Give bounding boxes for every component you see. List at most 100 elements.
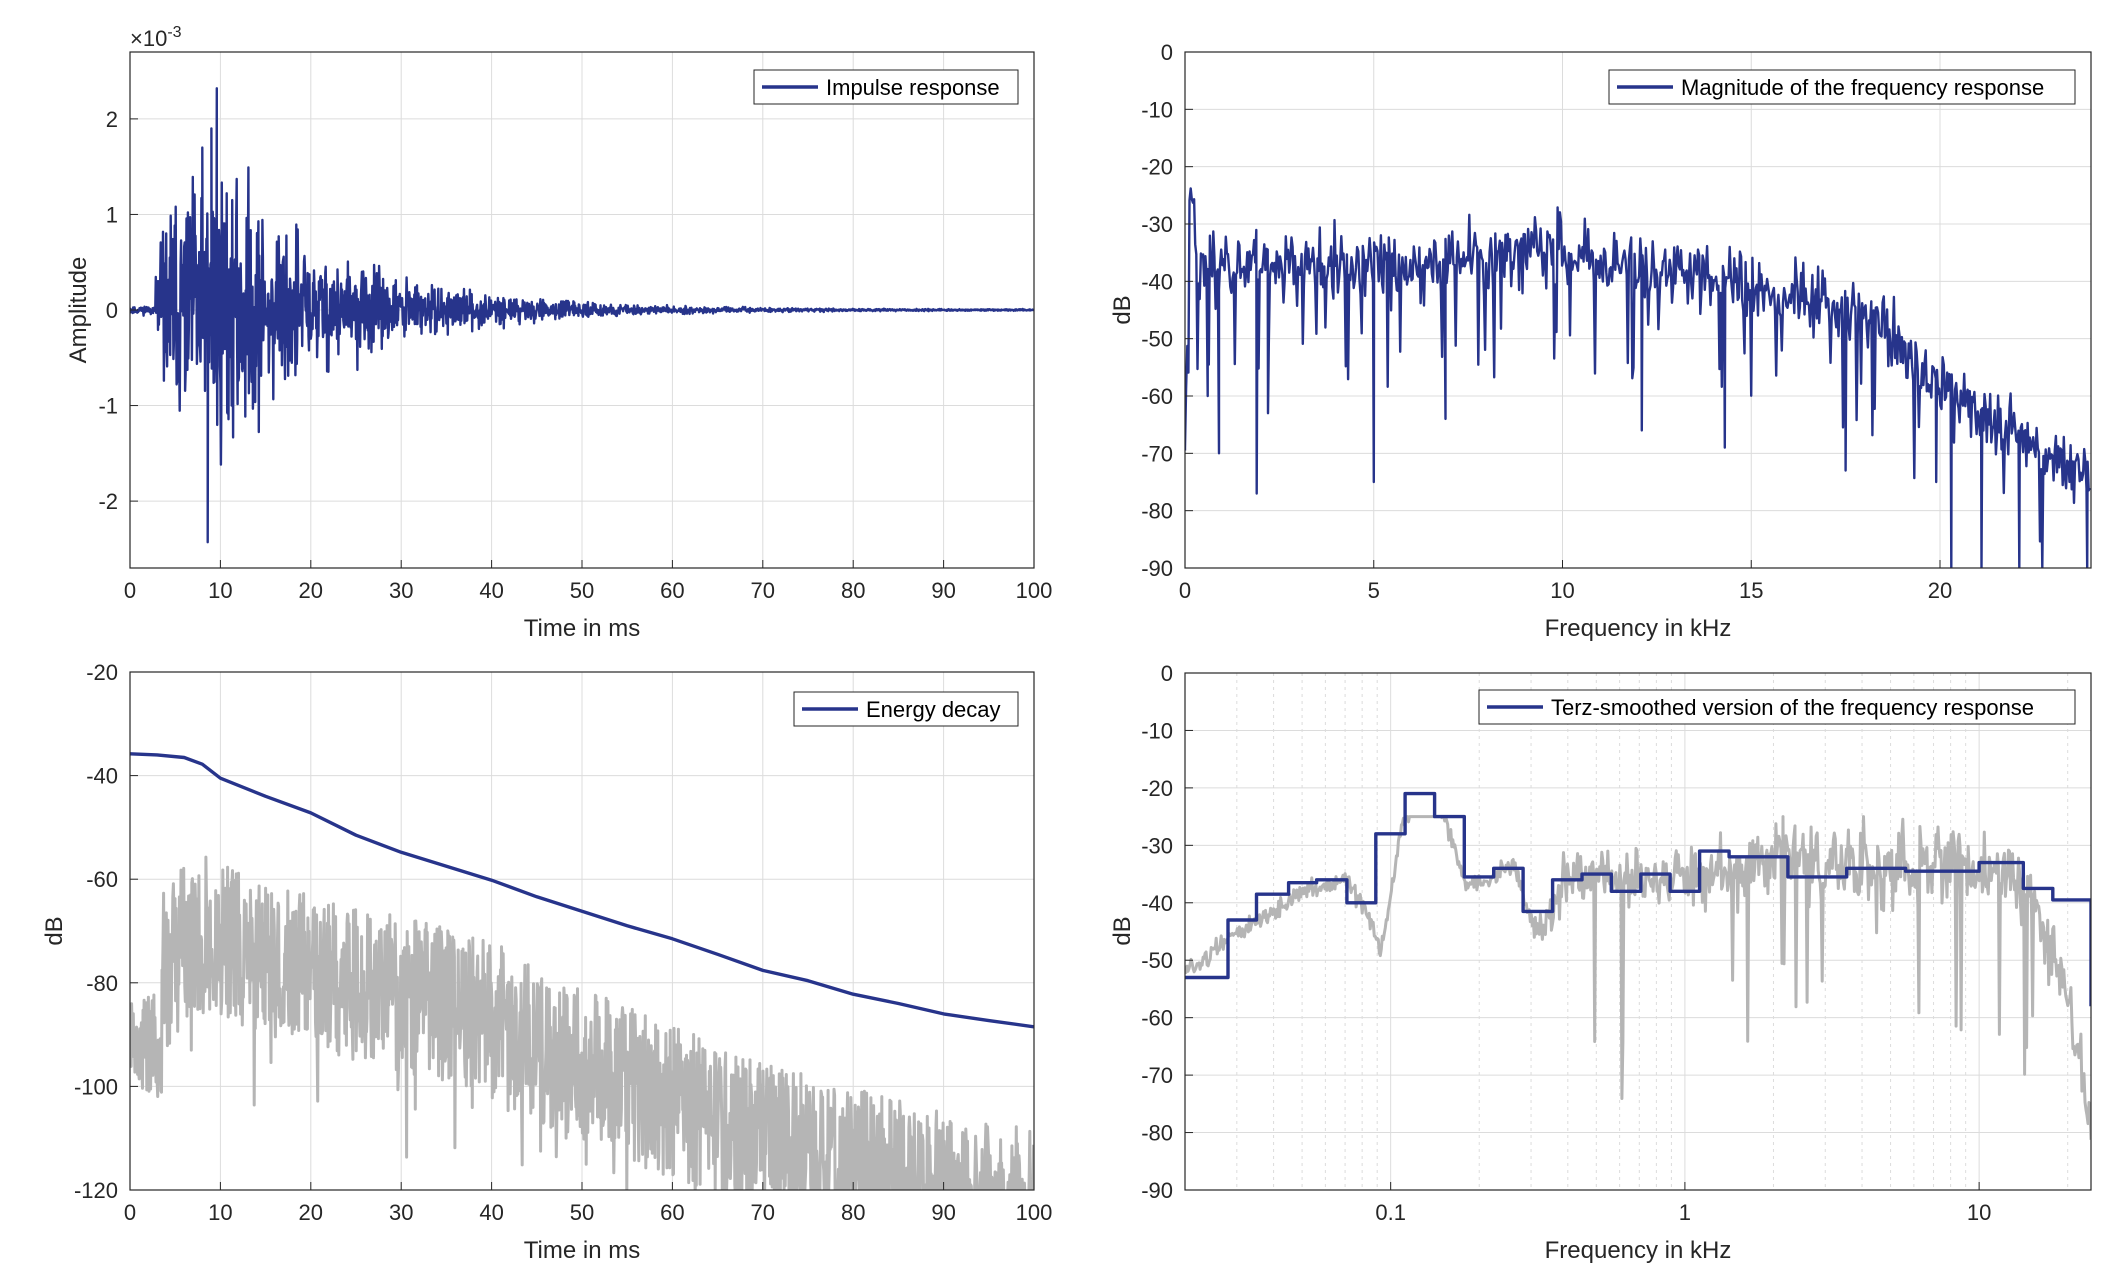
y-tick-label: -10 (1141, 718, 1173, 743)
x-tick-label: 70 (751, 1200, 775, 1225)
y-tick-label: -70 (1141, 1063, 1173, 1088)
ticks-terz: 0.1 1 10 0 -10 -20 -30 -40 -50 -60 -70 -80 -90 (1141, 661, 1991, 1225)
legend-magnitude: Magnitude of the frequency response (1608, 69, 2076, 105)
y-tick-label: 2 (106, 107, 118, 132)
y-tick-label: 0 (106, 298, 118, 323)
y-tick-label: -20 (86, 660, 118, 685)
y-tick-label: -80 (1141, 1121, 1173, 1146)
x-tick-label: 0 (124, 578, 136, 603)
y-tick-label: -80 (1141, 499, 1173, 524)
legend-energy: Energy decay (793, 691, 1019, 727)
x-tick-label: 0 (1179, 578, 1191, 603)
y-axis-label-energy: dB (41, 916, 68, 945)
panel-magnitude: 0 5 10 15 20 0 -10 -20 -30 -40 -50 -60 -70 -80 -90 Fre… (1109, 40, 2092, 642)
series-layer-energy (130, 752, 1034, 1190)
x-tick-label: 70 (751, 578, 775, 603)
legend-label-impulse: Impulse response (826, 75, 1000, 100)
y-tick-label: 1 (106, 202, 118, 227)
y-tick-label: -40 (1141, 891, 1173, 916)
x-tick-label: 10 (208, 1200, 232, 1225)
x-tick-label: 20 (299, 1200, 323, 1225)
x-tick-label: 20 (299, 578, 323, 603)
plot-area-magnitude (1185, 52, 2091, 568)
y-tick-label: -60 (1141, 1006, 1173, 1031)
series-layer-magnitude (1185, 187, 2091, 568)
x-tick-label: 40 (479, 578, 503, 603)
series-line-impulse-0 (130, 87, 1034, 544)
y-axis-label-impulse: Amplitude (65, 257, 92, 364)
y-tick-label: -50 (1141, 327, 1173, 352)
ticks-impulse: 0 10 20 30 40 50 60 70 80 90 100 -2 -1 0 1 2 (98, 107, 1052, 603)
x-axis-label-energy: Time in ms (524, 1237, 640, 1264)
x-tick-label: 60 (660, 1200, 684, 1225)
panel-impulse-response: 0 10 20 30 40 50 60 70 80 90 100 -2 -1 0 1 2 Time in ms… (65, 24, 1052, 642)
y-tick-label: -100 (74, 1074, 118, 1099)
y-exponent-label-impulse: ×10-3 (130, 24, 182, 51)
y-axis-label-terz: dB (1109, 916, 1136, 945)
x-tick-label: 15 (1739, 578, 1763, 603)
x-tick-label: 50 (570, 1200, 594, 1225)
x-tick-label: 0.1 (1375, 1200, 1406, 1225)
ticks-energy: 0 10 20 30 40 50 60 70 80 90 100 -20 -40 -60 -80 -100 -1… (74, 660, 1052, 1225)
x-tick-label: 30 (389, 578, 413, 603)
x-tick-label: 5 (1368, 578, 1380, 603)
panel-energy-decay: 0 10 20 30 40 50 60 70 80 90 100 -20 -40 -60 -80 -100 -1… (41, 660, 1052, 1264)
y-tick-label: -40 (86, 764, 118, 789)
x-tick-label: 80 (841, 1200, 865, 1225)
y-tick-label: -50 (1141, 948, 1173, 973)
series-line-terz-0 (1185, 791, 2091, 1007)
x-tick-label: 10 (1967, 1200, 1991, 1225)
axes-frame-magnitude (1184, 51, 2092, 569)
x-tick-label: 80 (841, 578, 865, 603)
series-line-terz-1 (1185, 815, 2091, 1140)
legend-label-magnitude: Magnitude of the frequency response (1681, 75, 2044, 100)
y-tick-label: -90 (1141, 1178, 1173, 1203)
x-axis-label-impulse: Time in ms (524, 615, 640, 642)
legend-label-energy: Energy decay (866, 697, 1001, 722)
x-tick-label: 100 (1016, 1200, 1053, 1225)
x-tick-label: 20 (1928, 578, 1952, 603)
y-tick-label: -40 (1141, 269, 1173, 294)
y-tick-label: 0 (1161, 40, 1173, 65)
y-tick-label: -20 (1141, 155, 1173, 180)
y-tick-label: -90 (1141, 556, 1173, 581)
series-line-energy-1 (130, 855, 1034, 1190)
series-line-energy-0 (130, 752, 1034, 1029)
axes-frame-terz (1184, 672, 2092, 1191)
y-tick-label: -70 (1141, 441, 1173, 466)
legend-label-terz: Terz-smoothed version of the frequency r… (1551, 695, 2034, 720)
series-layer-impulse (130, 87, 1034, 544)
x-tick-label: 10 (208, 578, 232, 603)
x-axis-label-magnitude: Frequency in kHz (1545, 615, 1732, 642)
series-line-magnitude-0 (1185, 187, 2091, 568)
x-tick-label: 100 (1016, 578, 1053, 603)
x-tick-label: 90 (931, 578, 955, 603)
y-tick-label: -60 (86, 867, 118, 892)
y-tick-label: -120 (74, 1178, 118, 1203)
x-tick-label: 1 (1679, 1200, 1691, 1225)
y-tick-label: -60 (1141, 384, 1173, 409)
x-tick-label: 40 (479, 1200, 503, 1225)
plot-area-terz (1185, 673, 2091, 1190)
x-axis-label-terz: Frequency in kHz (1545, 1237, 1732, 1264)
y-tick-label: -30 (1141, 833, 1173, 858)
x-tick-label: 60 (660, 578, 684, 603)
legend-terz: Terz-smoothed version of the frequency r… (1478, 689, 2076, 725)
y-tick-label: -20 (1141, 776, 1173, 801)
x-tick-label: 0 (124, 1200, 136, 1225)
y-tick-label: -30 (1141, 212, 1173, 237)
y-tick-label: 0 (1161, 661, 1173, 686)
legend-impulse: Impulse response (753, 69, 1019, 105)
ticks-magnitude: 0 5 10 15 20 0 -10 -20 -30 -40 -50 -60 -70 -80 -90 (1141, 40, 1952, 603)
x-tick-label: 30 (389, 1200, 413, 1225)
series-layer-terz (1185, 791, 2091, 1140)
y-axis-label-magnitude: dB (1109, 295, 1136, 324)
y-tick-label: -10 (1141, 97, 1173, 122)
x-tick-label: 90 (931, 1200, 955, 1225)
y-tick-label: -2 (98, 489, 118, 514)
y-tick-label: -80 (86, 971, 118, 996)
panel-terz: 0.1 1 10 0 -10 -20 -30 -40 -50 -60 -70 -80 -90 Frequ… (1109, 661, 2092, 1264)
x-tick-label: 50 (570, 578, 594, 603)
x-tick-label: 10 (1550, 578, 1574, 603)
